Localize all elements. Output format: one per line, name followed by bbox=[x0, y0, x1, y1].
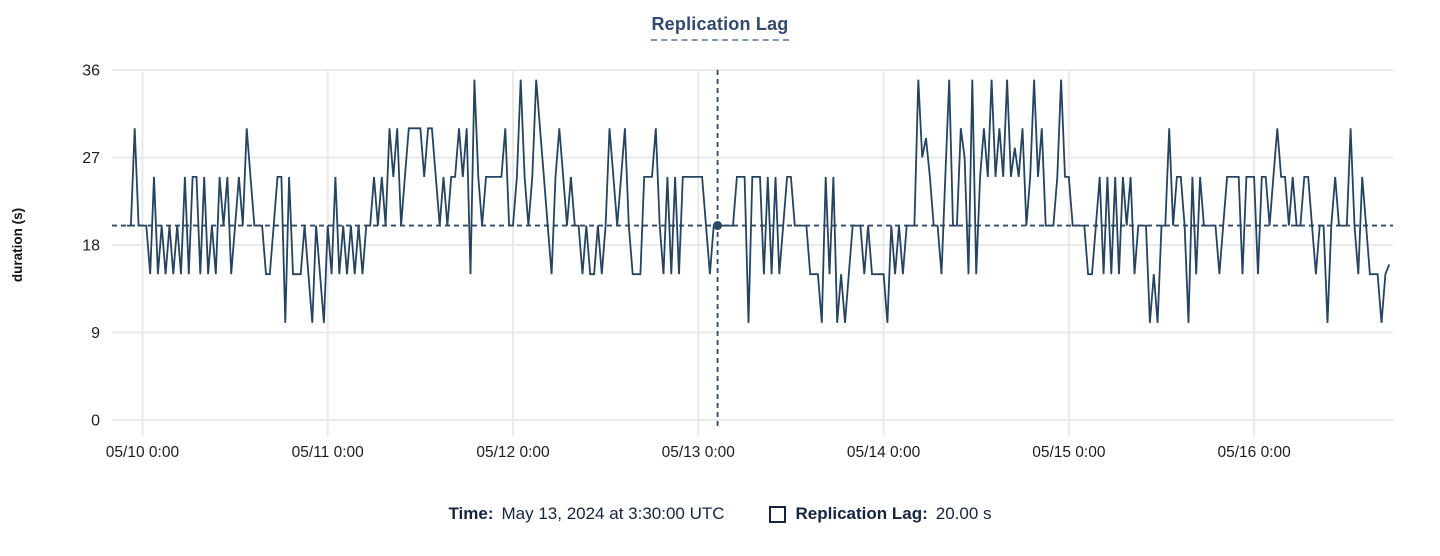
y-tick-label: 9 bbox=[91, 325, 100, 342]
x-tick-label: 05/13 0:00 bbox=[662, 444, 736, 461]
y-axis-title: duration (s) bbox=[10, 208, 25, 282]
chart-legend: Time: May 13, 2024 at 3:30:00 UTC Replic… bbox=[0, 504, 1440, 524]
replication-lag-chart[interactable]: 0 9 18 27 36 05/10 0:00 05/11 0:00 05/12 0:00 05… bbox=[0, 0, 1440, 500]
x-tick-label: 05/12 0:00 bbox=[476, 444, 550, 461]
y-tick-label: 0 bbox=[91, 413, 100, 430]
y-tick-label: 18 bbox=[82, 238, 100, 255]
y-tick-label: 27 bbox=[82, 150, 100, 167]
crosshair-dot bbox=[713, 221, 723, 231]
legend-time: Time: May 13, 2024 at 3:30:00 UTC bbox=[448, 504, 724, 524]
series-line bbox=[127, 79, 1391, 323]
x-tick-label: 05/14 0:00 bbox=[847, 444, 921, 461]
x-tick-label: 05/11 0:00 bbox=[292, 444, 364, 461]
series-swatch-icon bbox=[768, 505, 786, 523]
legend-item-replication-lag[interactable]: Replication Lag: 20.00 s bbox=[768, 504, 992, 524]
legend-series-value: 20.00 s bbox=[935, 504, 992, 523]
legend-time-label: Time: bbox=[448, 504, 494, 523]
legend-time-value: May 13, 2024 at 3:30:00 UTC bbox=[501, 504, 725, 523]
x-tick-label: 05/10 0:00 bbox=[106, 444, 180, 461]
y-tick-label: 36 bbox=[82, 63, 100, 80]
x-tick-label: 05/15 0:00 bbox=[1032, 444, 1106, 461]
chart-header: Replication Lag bbox=[0, 14, 1440, 41]
legend-series-label: Replication Lag: bbox=[795, 504, 928, 523]
x-tick-label: 05/16 0:00 bbox=[1217, 444, 1291, 461]
chart-title[interactable]: Replication Lag bbox=[651, 14, 789, 41]
